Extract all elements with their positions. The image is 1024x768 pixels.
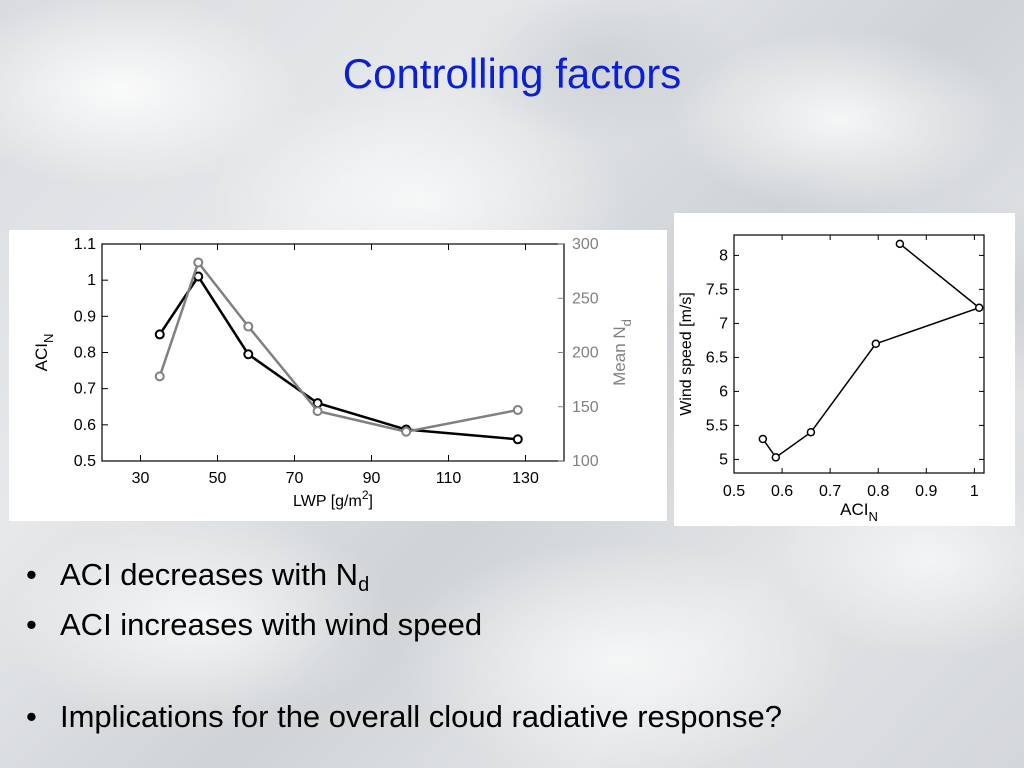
y-tick-label: 0.5 xyxy=(74,453,96,470)
wind-data-point xyxy=(895,239,905,249)
bullet-text: ACI increases with wind speed xyxy=(60,607,483,642)
aci-data-point xyxy=(512,434,523,445)
x-tick-label: 30 xyxy=(132,470,150,487)
x-tick-label: 50 xyxy=(209,470,227,487)
nd-data-point xyxy=(193,257,204,268)
bullet-symbol: • xyxy=(26,557,37,592)
slide-title: Controlling factors xyxy=(342,50,682,97)
y2-tick-label: 150 xyxy=(572,399,599,416)
wind-data-point xyxy=(871,339,881,349)
x-tick-label: 70 xyxy=(286,470,304,487)
x-tick-label: 90 xyxy=(363,470,381,487)
bullet-item: • ACI increases with wind speed xyxy=(20,605,1004,645)
wind-series-line xyxy=(762,243,981,459)
bullet-text: ACI decreases with N xyxy=(60,557,359,592)
y-tick-label: 5 xyxy=(719,451,728,468)
x-tick-label: 0.8 xyxy=(867,483,889,500)
aci-data-point xyxy=(154,329,165,340)
y-axis-label: ACIN xyxy=(32,334,56,372)
wind-data-point xyxy=(974,303,984,313)
wind-data-point xyxy=(758,434,768,444)
y-tick-label: 6 xyxy=(719,383,728,400)
aci-series-line xyxy=(158,274,518,441)
y-tick-label: 0.8 xyxy=(74,345,96,362)
x-tick-label: 1 xyxy=(970,483,979,500)
lwp-aci-chart: 30 50 70 90 110 130 0.5 0.6 0.7 0.8 0.9 1 1.1 100 150 2… xyxy=(32,236,634,510)
wind-aci-chart: 0.5 0.6 0.7 0.8 0.9 1 5 5.5 6 6.5 7 7.5 8 ACIN Wind sp… xyxy=(678,234,985,524)
x-axis-label: ACIN xyxy=(840,500,878,524)
wind-data-point xyxy=(806,427,816,437)
x-tick-label: 110 xyxy=(436,470,462,487)
y2-tick-label: 200 xyxy=(572,345,599,362)
lwp-chart-panel: 30 50 70 90 110 130 0.5 0.6 0.7 0.8 0.9 1 1.1 100 150 2… xyxy=(9,230,667,521)
bullet-text: Implications for the overall cloud radia… xyxy=(60,699,782,734)
aci-data-point xyxy=(243,349,254,360)
y-tick-label: 0.6 xyxy=(74,417,96,434)
y-tick-label: 1 xyxy=(87,272,96,289)
nd-data-point xyxy=(512,405,523,416)
plot-frame xyxy=(733,234,985,474)
bullet-symbol: • xyxy=(26,699,37,734)
x-axis-label: LWP [g/m2] xyxy=(293,488,373,510)
bullet-symbol: • xyxy=(26,607,37,642)
x-tick-label: 130 xyxy=(512,470,539,487)
wind-chart-panel: 0.5 0.6 0.7 0.8 0.9 1 5 5.5 6 6.5 7 7.5 8 ACIN Wind sp… xyxy=(674,213,1015,526)
y2-axis-label: Mean Nd xyxy=(610,319,634,386)
nd-data-point xyxy=(312,406,323,417)
x-tick-label: 0.5 xyxy=(723,483,745,500)
nd-series-line xyxy=(158,259,519,433)
y-tick-label: 0.9 xyxy=(74,308,96,325)
y-tick-label: 7.5 xyxy=(706,281,728,298)
y2-tick-label: 300 xyxy=(572,236,599,253)
bullet-item: • ACI decreases with Nd xyxy=(20,555,1004,605)
y-tick-label: 1.1 xyxy=(74,236,96,253)
y-tick-label: 5.5 xyxy=(706,417,728,434)
y2-tick-label: 100 xyxy=(572,453,599,470)
x-tick-label: 0.7 xyxy=(819,483,841,500)
y-axis-label: Wind speed [m/s] xyxy=(678,292,695,416)
nd-data-point xyxy=(401,426,412,437)
nd-data-point xyxy=(154,371,165,382)
y-tick-label: 6.5 xyxy=(706,349,728,366)
nd-data-point xyxy=(243,321,254,332)
y-tick-label: 7 xyxy=(719,315,728,332)
bullet-item: • Implications for the overall cloud rad… xyxy=(20,697,1004,737)
y2-tick-label: 250 xyxy=(572,290,599,307)
x-tick-label: 0.9 xyxy=(915,483,937,500)
x-tick-label: 0.6 xyxy=(771,483,793,500)
y-tick-label: 0.7 xyxy=(74,381,96,398)
y-tick-label: 8 xyxy=(719,247,728,264)
plot-frame xyxy=(101,243,565,462)
bullet-list: • ACI decreases with Nd • ACI increases … xyxy=(20,555,1004,737)
bullet-subscript: d xyxy=(358,574,370,596)
wind-data-point xyxy=(771,453,781,462)
